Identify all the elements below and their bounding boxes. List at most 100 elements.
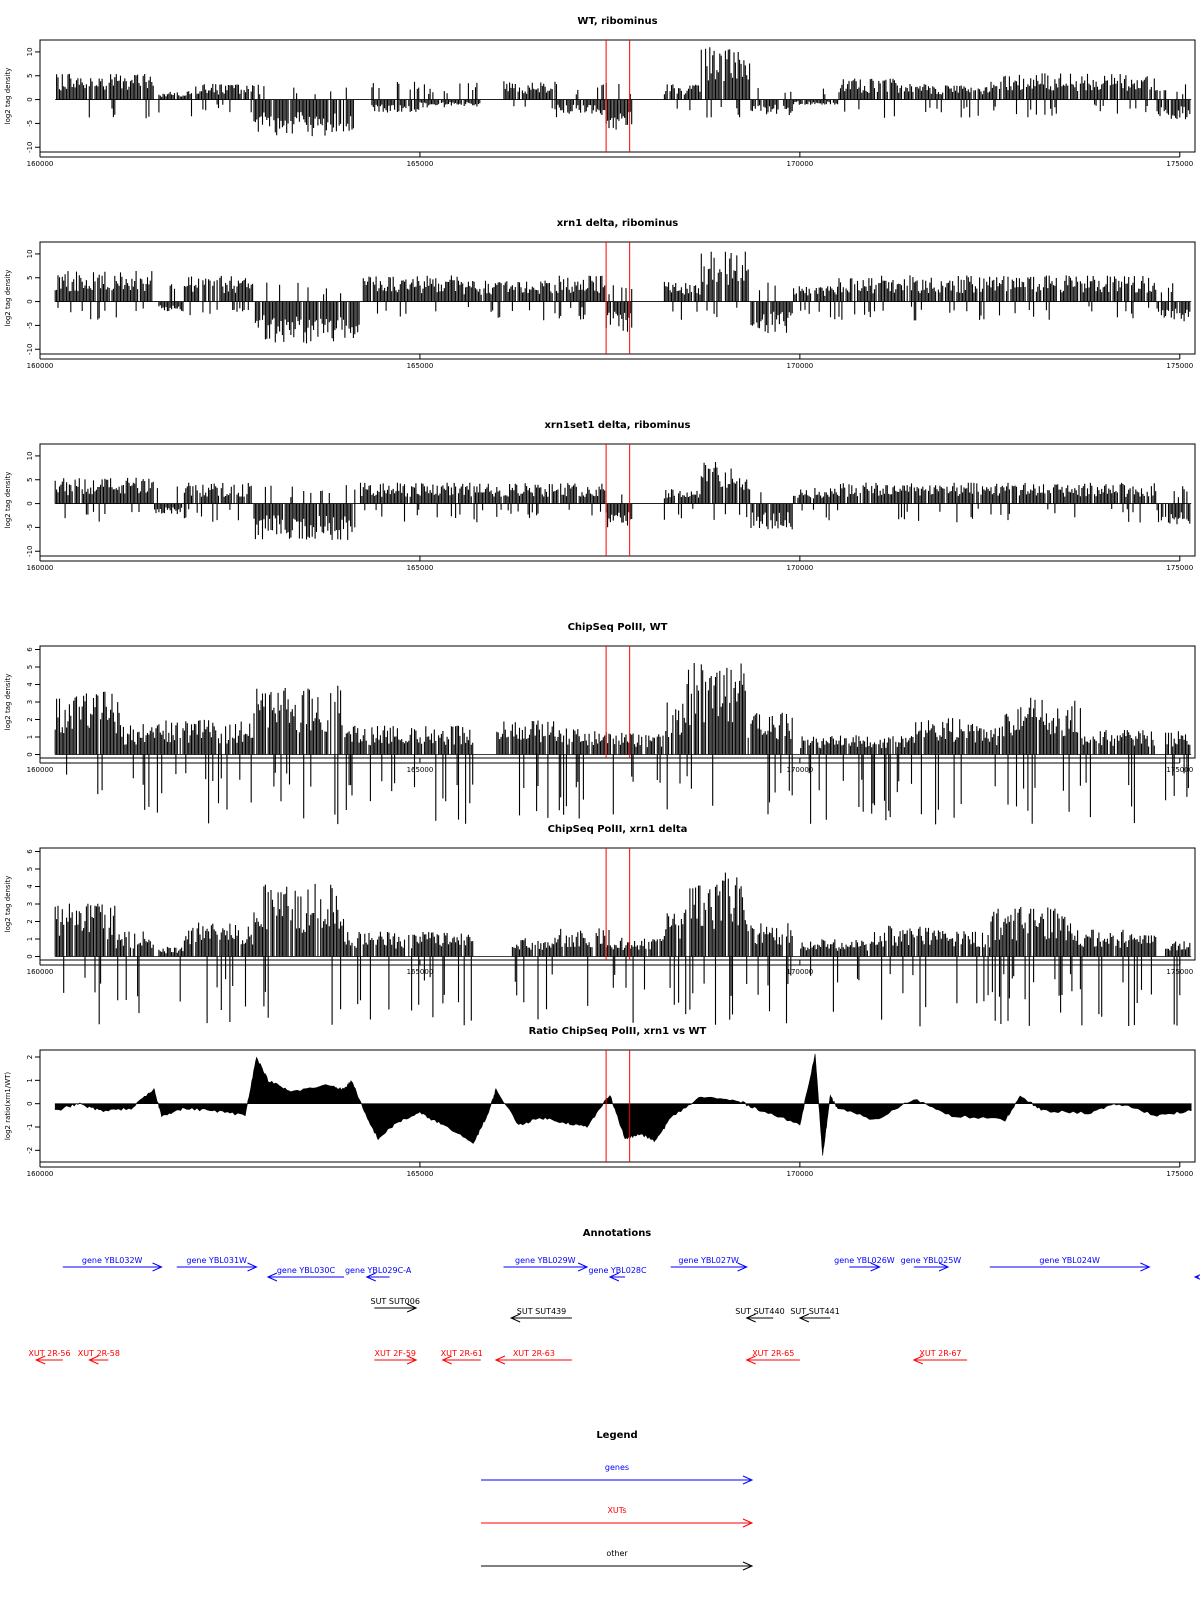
- density-bars: [54, 462, 1191, 540]
- annotation-label: XUT 2F-59: [374, 1349, 416, 1358]
- annotation-label: SUT SUT006: [371, 1297, 420, 1306]
- y-tick-label: 5: [26, 74, 34, 78]
- annotation-label: gene YBL026W: [834, 1256, 895, 1265]
- x-tick-label: 170000: [787, 766, 814, 774]
- annotation-label: gene YBL025W: [901, 1256, 962, 1265]
- legend-arrow-head: [742, 1518, 754, 1528]
- density-bars: [56, 47, 1191, 137]
- x-tick-label: 165000: [407, 564, 434, 572]
- y-tick-label: 0: [26, 1101, 34, 1105]
- x-tick-label: 175000: [1166, 564, 1193, 572]
- y-tick-label: 4: [26, 884, 34, 889]
- arrow-head: [406, 1355, 418, 1365]
- chart-panel-4: ChipSeq PolII, WT 0 1 2 3 4 5 6 log2 tag density…: [4, 622, 1196, 825]
- annotation-items: gene YBL032W gene YBL031W gene YBL030C gene…: [28, 1256, 1200, 1365]
- chart-title: xrn1 delta, ribominus: [557, 218, 679, 229]
- chart-panel-3: xrn1set1 delta, ribominus -10 -5 0 5 10 log2 t…: [4, 420, 1196, 572]
- xut-arrow: XUT 2R-58: [78, 1349, 120, 1365]
- x-tick-label: 165000: [407, 1170, 434, 1178]
- arrow-head: [152, 1262, 163, 1272]
- y-tick-label: 6: [26, 647, 34, 652]
- y-tick-label: 1: [26, 735, 34, 739]
- legend-item-genes: genes: [481, 1463, 754, 1485]
- arrow-head: [1193, 1274, 1200, 1280]
- x-tick-label: 170000: [787, 564, 814, 572]
- annotation-label: XUT 2R-65: [752, 1349, 794, 1358]
- annotation-label: XUT 2R-63: [513, 1349, 555, 1358]
- gene-arrow: gene YBL032W: [62, 1256, 163, 1272]
- xut-arrow: XUT 2R-61: [441, 1349, 483, 1365]
- legend-item-other: other: [481, 1549, 754, 1571]
- annotation-label: gene YBL029W: [515, 1256, 576, 1265]
- annotation-label: gene YBL030C: [277, 1266, 336, 1275]
- legend-title: Legend: [596, 1430, 637, 1441]
- plot-frame: [39, 241, 1196, 355]
- x-tick-label: 165000: [407, 362, 434, 370]
- y-tick-label: 0: [26, 97, 34, 101]
- x-tick-label: 170000: [787, 362, 814, 370]
- arrow-head: [1140, 1262, 1151, 1272]
- y-tick-label: -5: [26, 120, 34, 127]
- annotation-label: XUT 2R-61: [441, 1349, 483, 1358]
- chart-title: ChipSeq PolII, xrn1 delta: [548, 824, 688, 835]
- annotation-label: gene YBL024W: [1039, 1256, 1100, 1265]
- gene-arrow: gene YBL027W: [670, 1256, 748, 1272]
- arrow-head: [88, 1355, 99, 1365]
- arrow-head: [441, 1355, 452, 1365]
- data-series: [54, 872, 1192, 1027]
- data-series: [54, 462, 1192, 540]
- x-tick-label: 170000: [787, 160, 814, 168]
- chart-title: ChipSeq PolII, WT: [568, 622, 668, 633]
- y-tick-label: 5: [26, 478, 34, 482]
- legend-label: XUTs: [607, 1506, 626, 1515]
- y-tick-label: -1: [26, 1124, 34, 1131]
- y-tick-label: -10: [26, 546, 34, 557]
- y-axis-label: log2 tag density: [4, 876, 12, 933]
- annotation-label: XUT 2R-58: [78, 1349, 120, 1358]
- x-tick-label: 170000: [787, 968, 814, 976]
- y-axis-label: log2 tag density: [4, 472, 12, 529]
- y-axis-label: log2 tag density: [4, 674, 12, 731]
- arrow-head: [870, 1262, 881, 1272]
- plot-frame: [39, 1049, 1196, 1163]
- legend-arrow-head: [742, 1475, 754, 1485]
- y-tick-label: -10: [26, 142, 34, 153]
- x-tick-label: 160000: [27, 766, 54, 774]
- legend-panel: Legend genes XUTs other: [481, 1430, 754, 1571]
- xut-arrow: XUT 2R-67: [912, 1349, 968, 1365]
- y-tick-label: 1: [26, 937, 34, 941]
- y-tick-label: 0: [26, 752, 34, 756]
- annotations-title: Annotations: [583, 1228, 652, 1239]
- annotation-label: gene YBL028C: [588, 1266, 647, 1275]
- y-axis-label: log2 tag density: [4, 68, 12, 125]
- x-tick-label: 175000: [1166, 160, 1193, 168]
- chart-panel-1: WT, ribominus -10 -5 0 5 10 log2 tag density 16…: [4, 16, 1196, 168]
- arrow-head: [737, 1262, 748, 1272]
- data-series: [54, 663, 1192, 825]
- plot-frame: [39, 39, 1196, 153]
- sut-arrow: SUT SUT440: [735, 1307, 785, 1323]
- gene-arrow: gene YBL024W: [989, 1256, 1151, 1272]
- y-tick-label: 2: [26, 717, 34, 721]
- legend-label: genes: [605, 1463, 629, 1472]
- annotation-label: gene YBL031W: [186, 1256, 247, 1265]
- x-tick-label: 160000: [27, 564, 54, 572]
- x-tick-label: 165000: [407, 968, 434, 976]
- arrow-head: [745, 1355, 756, 1365]
- gene-arrow: gene YBL026W: [834, 1256, 895, 1272]
- arrow-head: [798, 1313, 810, 1323]
- gene-arrow: [1193, 1274, 1200, 1280]
- x-tick-label: 160000: [27, 968, 54, 976]
- xut-arrow: XUT 2R-56: [28, 1349, 71, 1365]
- plot-frame: [39, 443, 1196, 557]
- y-tick-label: 10: [26, 451, 34, 460]
- arrow-head: [509, 1313, 521, 1323]
- gene-arrow: gene YBL031W: [176, 1256, 258, 1272]
- arrow-head: [608, 1272, 620, 1282]
- chart-panel-5: ChipSeq PolII, xrn1 delta 0 1 2 3 4 5 6 log2 tag…: [4, 824, 1196, 1027]
- legend-items: genes XUTs other: [481, 1463, 754, 1571]
- sut-arrow: SUT SUT006: [371, 1297, 420, 1313]
- y-tick-label: -5: [26, 524, 34, 531]
- ratio-area: [54, 1053, 1192, 1156]
